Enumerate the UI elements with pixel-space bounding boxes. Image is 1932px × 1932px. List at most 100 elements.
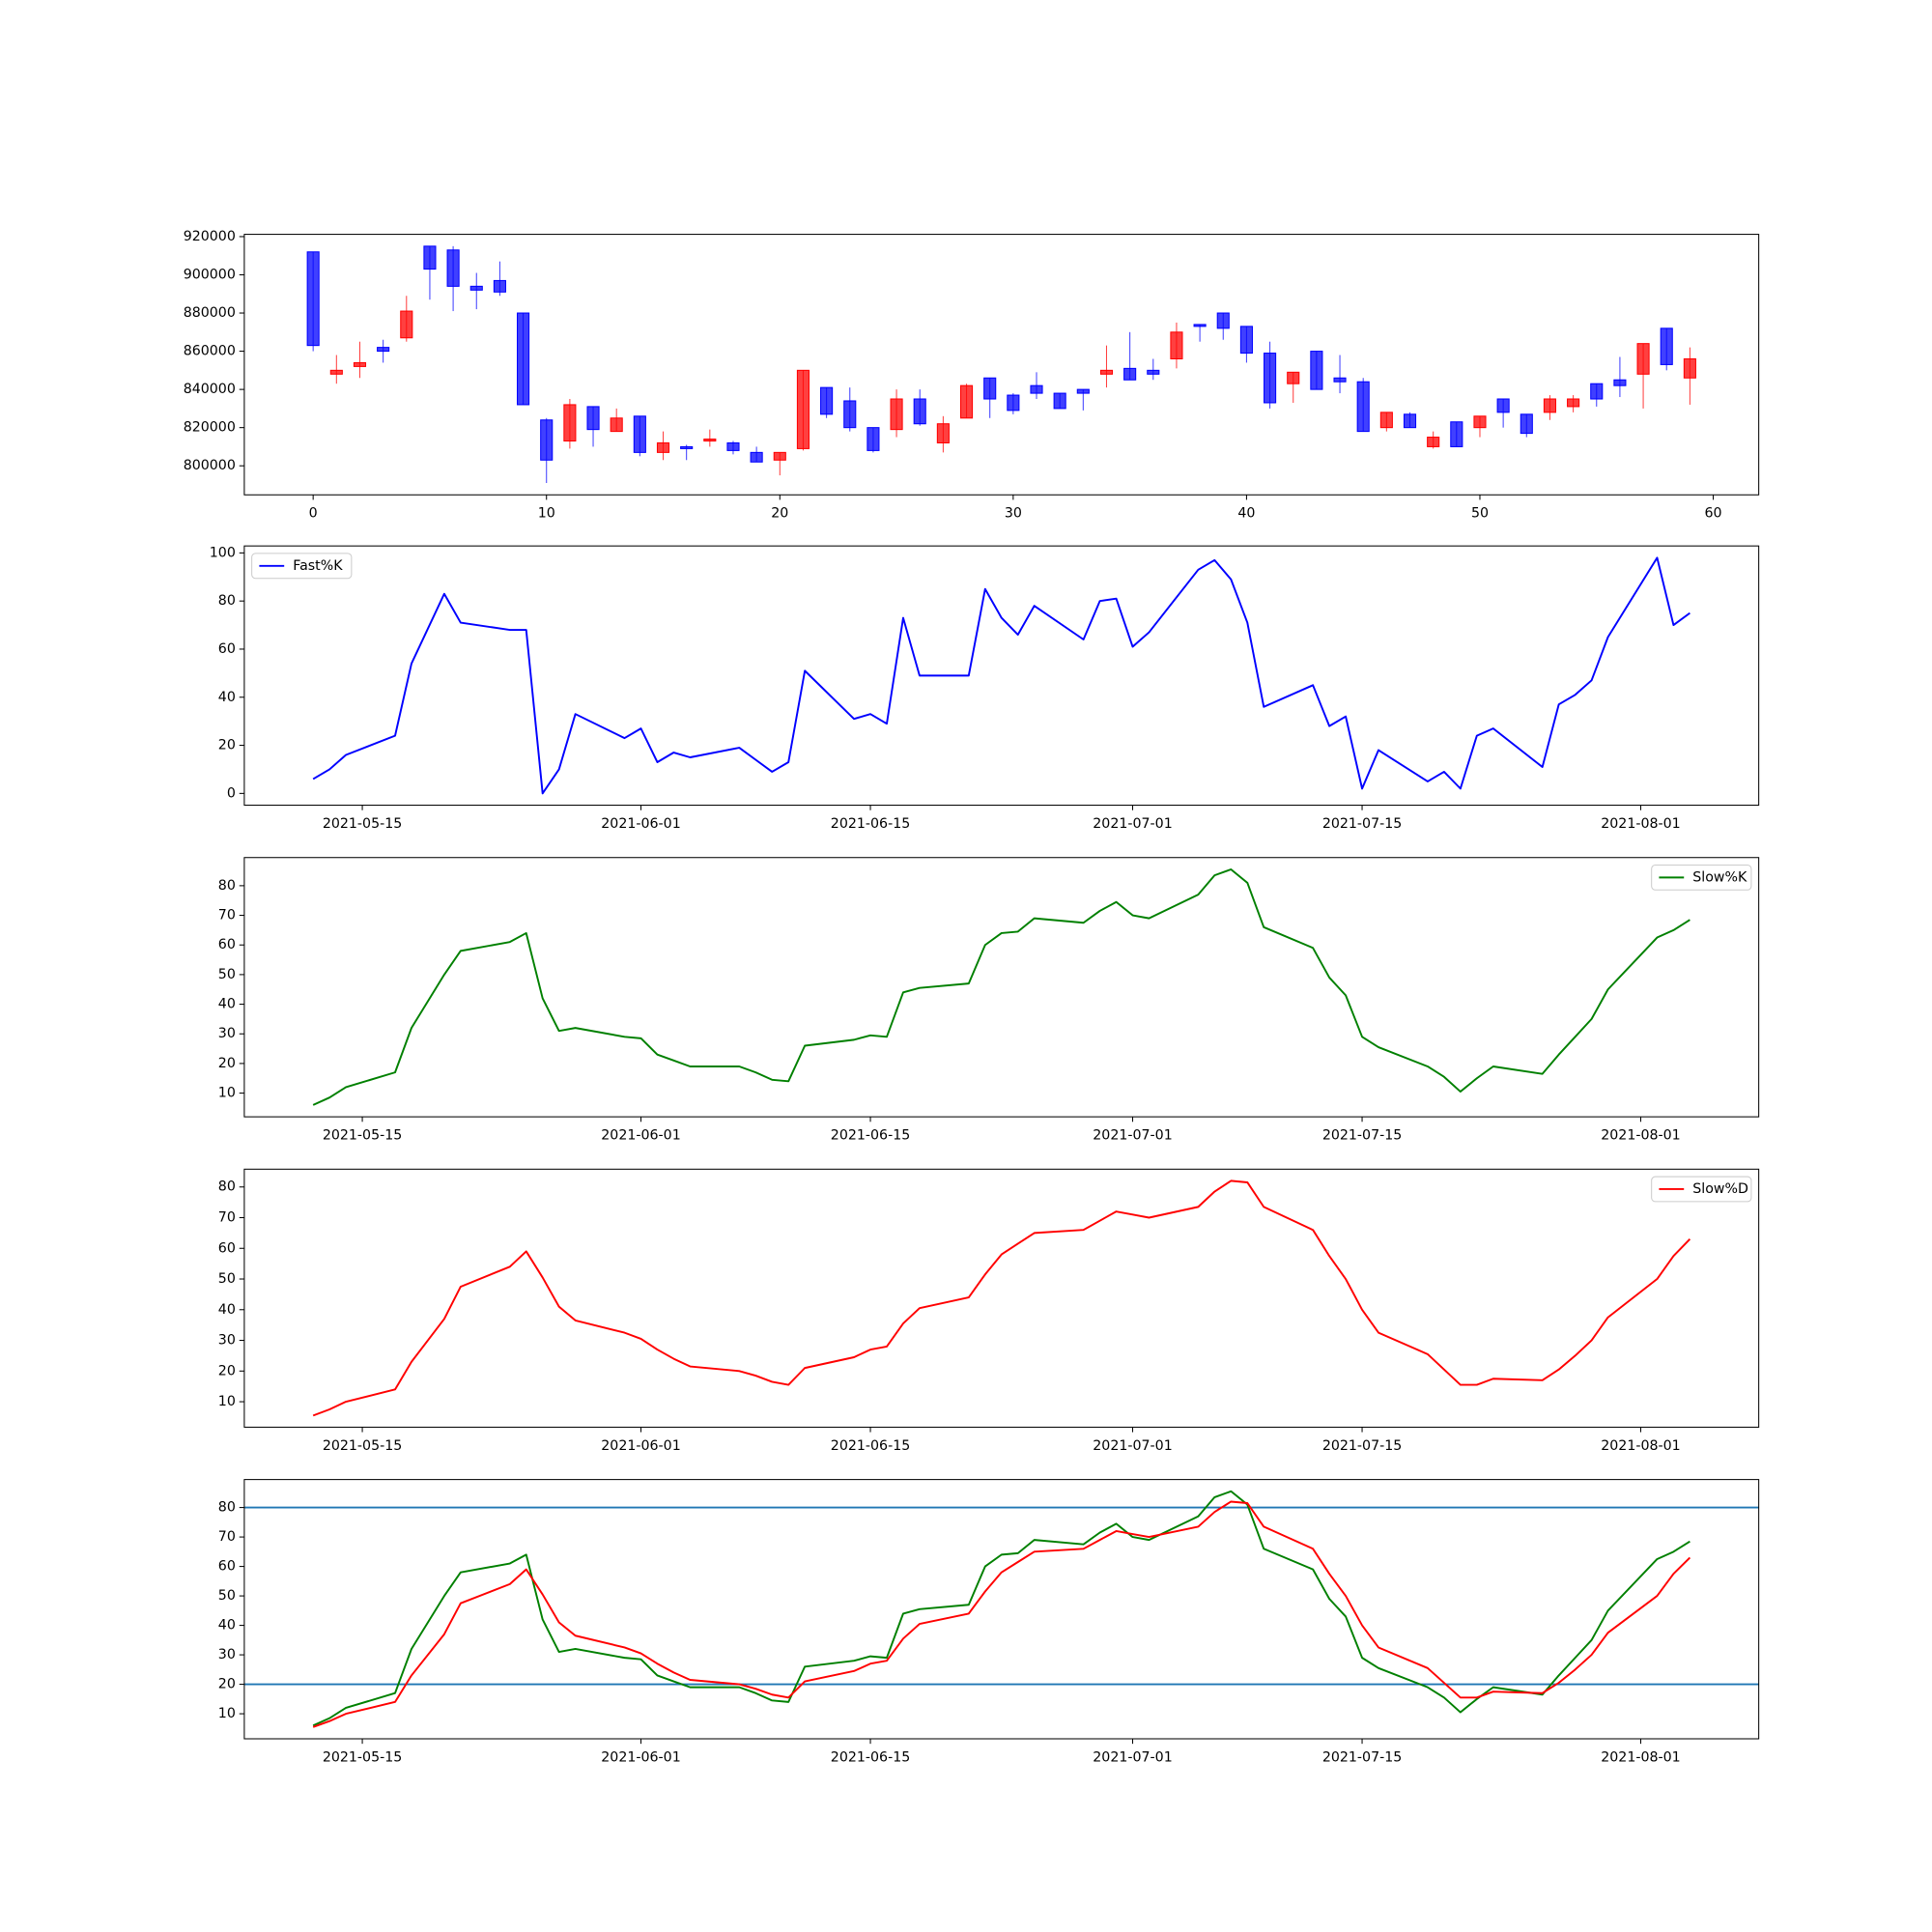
candle-body [1683, 357, 1696, 379]
x-tick-label: 2021-06-01 [601, 1438, 680, 1454]
candle-body [517, 312, 530, 406]
candle-body [423, 245, 437, 270]
x-tick-label: 2021-06-01 [601, 816, 680, 832]
candle-body [1660, 327, 1673, 365]
candle-body [446, 249, 460, 287]
legend-label: Slow%K [1692, 869, 1747, 885]
plot-area [243, 1490, 1759, 1728]
candle-body [1030, 384, 1043, 394]
legend-box [1651, 864, 1752, 891]
y-tick-label: 10 [218, 1086, 236, 1101]
candle-body [540, 419, 554, 461]
candle-body [1170, 331, 1183, 360]
candle-body [1356, 381, 1370, 433]
candle-body [586, 406, 600, 431]
candle-body [633, 415, 646, 453]
x-tick-label: 2021-05-15 [323, 1749, 402, 1765]
series-line [312, 1500, 1691, 1728]
x-tick-label: 30 [1005, 506, 1022, 522]
candle-body [936, 423, 950, 443]
series-line [312, 868, 1690, 1106]
y-tick-label: 20 [218, 1677, 236, 1692]
x-tick-label: 2021-06-01 [601, 1749, 680, 1765]
axes-frame [243, 1168, 1760, 1428]
subplot: 2021-05-15 2021-06-01 2021-06-15 2021-07-01… [210, 545, 1760, 832]
candle-body [329, 369, 343, 375]
candle-body [1123, 367, 1137, 381]
y-tick-label: 840000 [184, 382, 236, 397]
candle-body [703, 439, 717, 442]
y-tick-label: 70 [218, 1210, 236, 1226]
candle-body [1613, 379, 1627, 386]
y-tick-label: 40 [218, 1302, 236, 1318]
plot-area [312, 556, 1690, 795]
x-tick-label: 60 [1705, 506, 1722, 522]
candle-body [1403, 413, 1417, 429]
y-tick-label: 60 [218, 641, 236, 657]
y-tick-label: 40 [218, 690, 236, 705]
axes-frame [243, 1479, 1760, 1740]
candle-body [1193, 324, 1207, 327]
y-tick-label: 40 [218, 997, 236, 1012]
x-tick-label: 2021-07-01 [1093, 1438, 1172, 1454]
y-tick-label: 80 [218, 1179, 236, 1195]
legend-box [251, 553, 353, 580]
y-tick-label: 80 [218, 878, 236, 894]
candle-body [680, 445, 694, 449]
y-tick-label: 60 [218, 1240, 236, 1256]
candle-body [1333, 377, 1347, 383]
candle-body [493, 279, 506, 293]
x-tick-label: 2021-08-01 [1601, 816, 1680, 832]
x-tick-label: 2021-07-01 [1093, 1127, 1172, 1143]
x-tick-label: 2021-07-15 [1322, 1438, 1402, 1454]
legend-box [1651, 1176, 1752, 1203]
y-tick-label: 10 [218, 1394, 236, 1409]
candle-body [843, 400, 857, 429]
candle-body [400, 310, 413, 339]
plot-area [306, 245, 1696, 483]
y-tick-label: 30 [218, 1333, 236, 1349]
y-tick-label: 10 [218, 1706, 236, 1721]
candle-body [796, 369, 810, 449]
y-tick-label: 900000 [184, 267, 236, 282]
candle-body [1310, 351, 1323, 390]
candle-body [1379, 412, 1393, 429]
axes-frame [243, 857, 1760, 1118]
candle-body [353, 361, 367, 367]
candle-body [1520, 413, 1533, 435]
y-tick-label: 880000 [184, 305, 236, 321]
candle-body [1636, 343, 1650, 375]
x-tick-label: 0 [309, 506, 318, 522]
y-tick-label: 50 [218, 1271, 236, 1287]
x-tick-label: 2021-05-15 [323, 816, 402, 832]
candle-body [1473, 415, 1487, 429]
legend-label: Slow%D [1692, 1181, 1748, 1197]
y-tick-label: 70 [218, 1529, 236, 1545]
x-tick-label: 2021-06-01 [601, 1127, 680, 1143]
x-tick-label: 2021-08-01 [1601, 1438, 1680, 1454]
x-tick-label: 2021-07-15 [1322, 1127, 1402, 1143]
y-tick-label: 40 [218, 1618, 236, 1634]
y-tick-label: 30 [218, 1026, 236, 1041]
x-tick-label: 2021-06-15 [831, 1749, 910, 1765]
y-tick-label: 820000 [184, 420, 236, 436]
axes-frame [243, 234, 1760, 496]
candle-body [377, 347, 390, 353]
y-tick-label: 70 [218, 908, 236, 923]
candle-body [820, 386, 834, 415]
candle-body [306, 251, 320, 347]
candle-body [1450, 421, 1463, 447]
candle-body [913, 398, 926, 425]
candle-body [469, 285, 483, 291]
y-tick-label: 80 [218, 593, 236, 609]
y-tick-label: 20 [218, 1056, 236, 1071]
x-tick-label: 40 [1237, 506, 1255, 522]
candle-body [1264, 353, 1277, 404]
series-line [312, 1490, 1690, 1727]
candle-body [1496, 398, 1510, 413]
candle-body [1567, 398, 1580, 408]
candle-body [773, 451, 786, 461]
y-tick-label: 800000 [184, 458, 236, 473]
y-tick-label: 20 [218, 1363, 236, 1378]
